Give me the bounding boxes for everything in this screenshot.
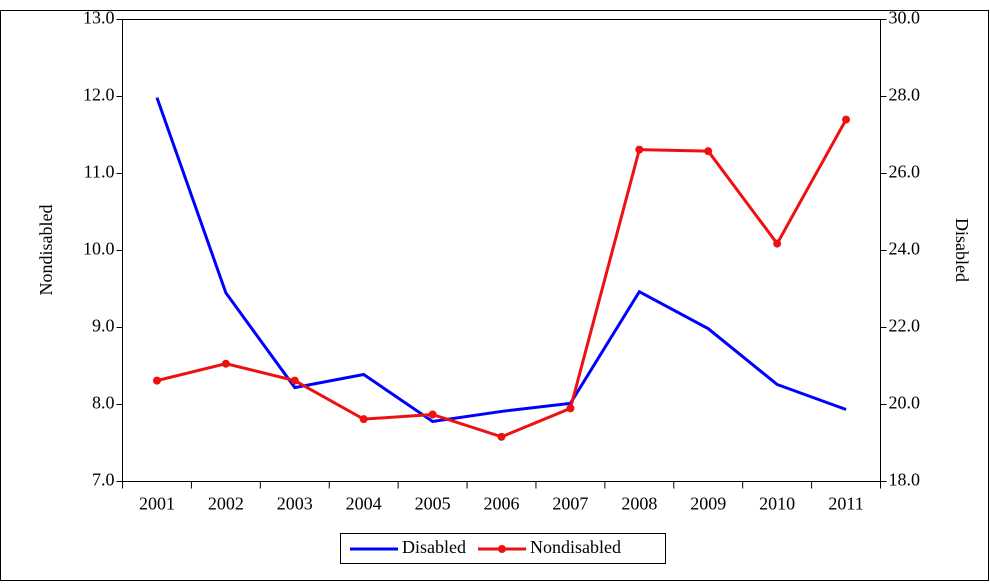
y-tick-label: 7.0 — [92, 470, 115, 490]
series-marker — [428, 410, 437, 419]
y-tick-label: 8.0 — [92, 393, 115, 413]
x-tick-label: 2002 — [208, 494, 244, 514]
series-marker — [566, 404, 575, 413]
series-line — [155, 97, 847, 424]
x-tick-label: 2011 — [828, 494, 863, 514]
series-marker — [221, 359, 230, 368]
y2-tick-label: 22.0 — [889, 316, 921, 336]
series-marker — [842, 115, 851, 124]
y2-tick-label: 30.0 — [889, 8, 921, 28]
y-tick-label: 9.0 — [92, 316, 115, 336]
y-tick-label: 13.0 — [83, 8, 115, 28]
series-marker — [290, 376, 299, 385]
x-tick-label: 2001 — [139, 494, 175, 514]
legend-label: Nondisabled — [530, 537, 621, 557]
series-line — [156, 118, 848, 439]
x-tick-label: 2003 — [277, 494, 313, 514]
series-marker — [359, 415, 368, 424]
series-marker — [773, 239, 782, 248]
x-tick-label: 2010 — [759, 494, 795, 514]
series-marker — [704, 147, 713, 156]
series-marker — [497, 432, 506, 441]
series-marker — [152, 376, 161, 385]
x-tick-label: 2005 — [415, 494, 451, 514]
y2-tick-label: 24.0 — [889, 239, 921, 259]
y-tick-label: 10.0 — [83, 239, 115, 259]
series-marker — [635, 145, 644, 154]
x-tick-label: 2009 — [690, 494, 726, 514]
y-axis-label: Nondisabled — [36, 205, 56, 296]
x-tick-label: 2006 — [484, 494, 520, 514]
legend-label: Disabled — [402, 537, 466, 557]
y2-axis-label: Disabled — [952, 218, 972, 282]
x-tick-label: 2007 — [552, 494, 588, 514]
y2-tick-label: 28.0 — [889, 85, 921, 105]
y-tick-label: 11.0 — [84, 162, 115, 182]
y2-tick-label: 20.0 — [889, 393, 921, 413]
x-tick-label: 2008 — [621, 494, 657, 514]
legend-box — [340, 533, 666, 564]
y2-tick-label: 26.0 — [889, 162, 921, 182]
legend-marker — [497, 545, 506, 553]
x-tick-label: 2004 — [346, 494, 382, 514]
y-tick-label: 12.0 — [83, 85, 115, 105]
y2-tick-label: 18.0 — [889, 470, 921, 490]
